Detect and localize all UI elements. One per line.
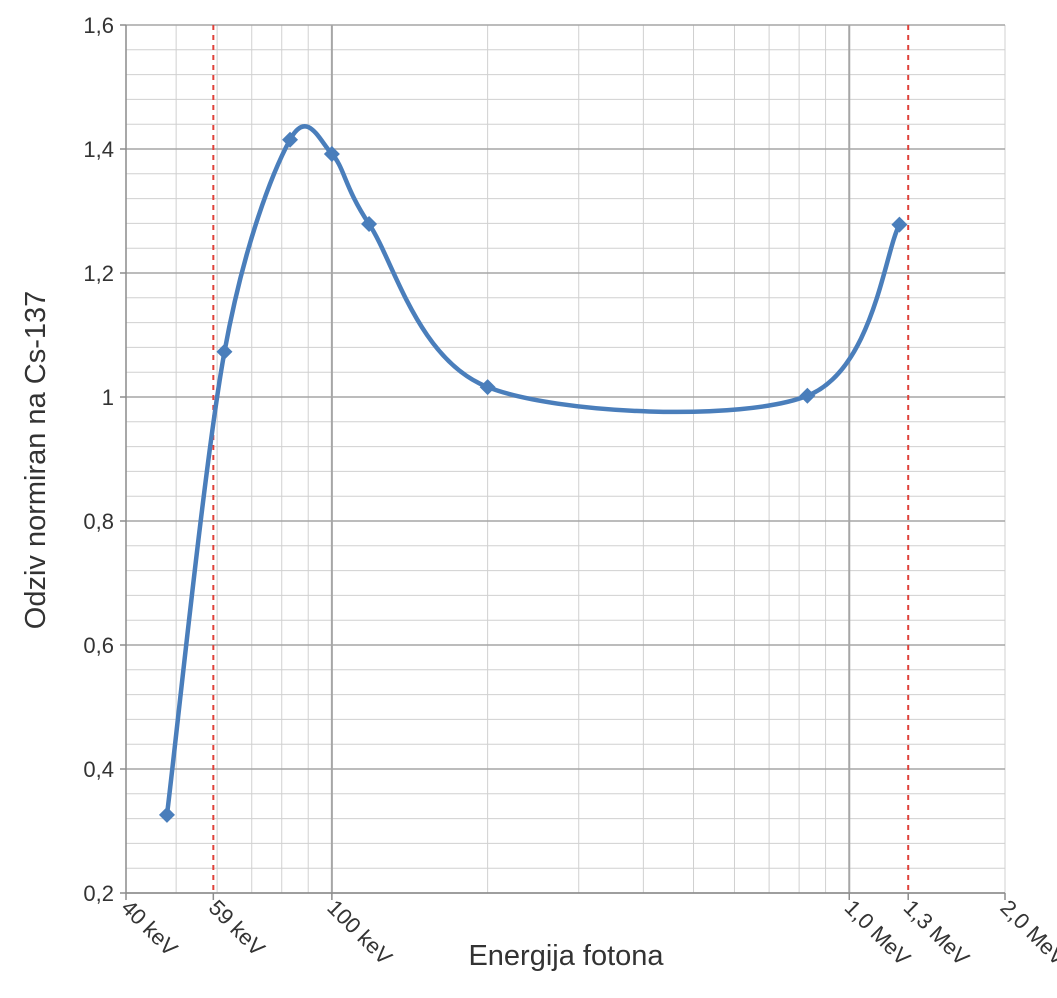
- major-grid: [126, 24, 1005, 894]
- y-tick-label: 0,6: [83, 633, 114, 658]
- y-tick-label: 0,4: [83, 757, 114, 782]
- x-axis-title: Energija fotona: [468, 940, 664, 972]
- data-point-marker: [216, 343, 233, 360]
- y-tick-labels: 0,2 0,4 0,6 0,8 1 1,2 1,4 1,6: [83, 13, 114, 906]
- data-point-marker: [891, 216, 908, 233]
- y-tick-label: 0,8: [83, 509, 114, 534]
- data-point-marker: [282, 131, 299, 148]
- y-tick-label: 1,6: [83, 13, 114, 38]
- y-tick-label: 1,4: [83, 137, 114, 162]
- x-tick-label: 100 keV: [322, 895, 397, 970]
- x-tick-label: 2,0 MeV: [995, 895, 1057, 971]
- y-tick-label: 1: [102, 385, 114, 410]
- data-point-marker: [799, 387, 816, 404]
- x-tick-label: 40 keV: [116, 895, 182, 961]
- x-tick-label: 1,3 MeV: [899, 895, 975, 971]
- y-axis-title: Odziv normiran na Cs-137: [20, 291, 52, 629]
- data-point-marker: [323, 145, 340, 162]
- series-line: [164, 124, 902, 818]
- reference-lines: [212, 25, 910, 893]
- axes: [120, 24, 1006, 900]
- data-point-marker: [158, 806, 175, 823]
- data-point-marker: [361, 216, 378, 233]
- y-tick-label: 1,2: [83, 261, 114, 286]
- x-tick-label: 59 keV: [204, 895, 270, 961]
- data-point-marker: [479, 379, 496, 396]
- series-layer: [158, 124, 908, 823]
- minor-grid: [125, 25, 1006, 893]
- y-tick-label: 0,2: [83, 881, 114, 906]
